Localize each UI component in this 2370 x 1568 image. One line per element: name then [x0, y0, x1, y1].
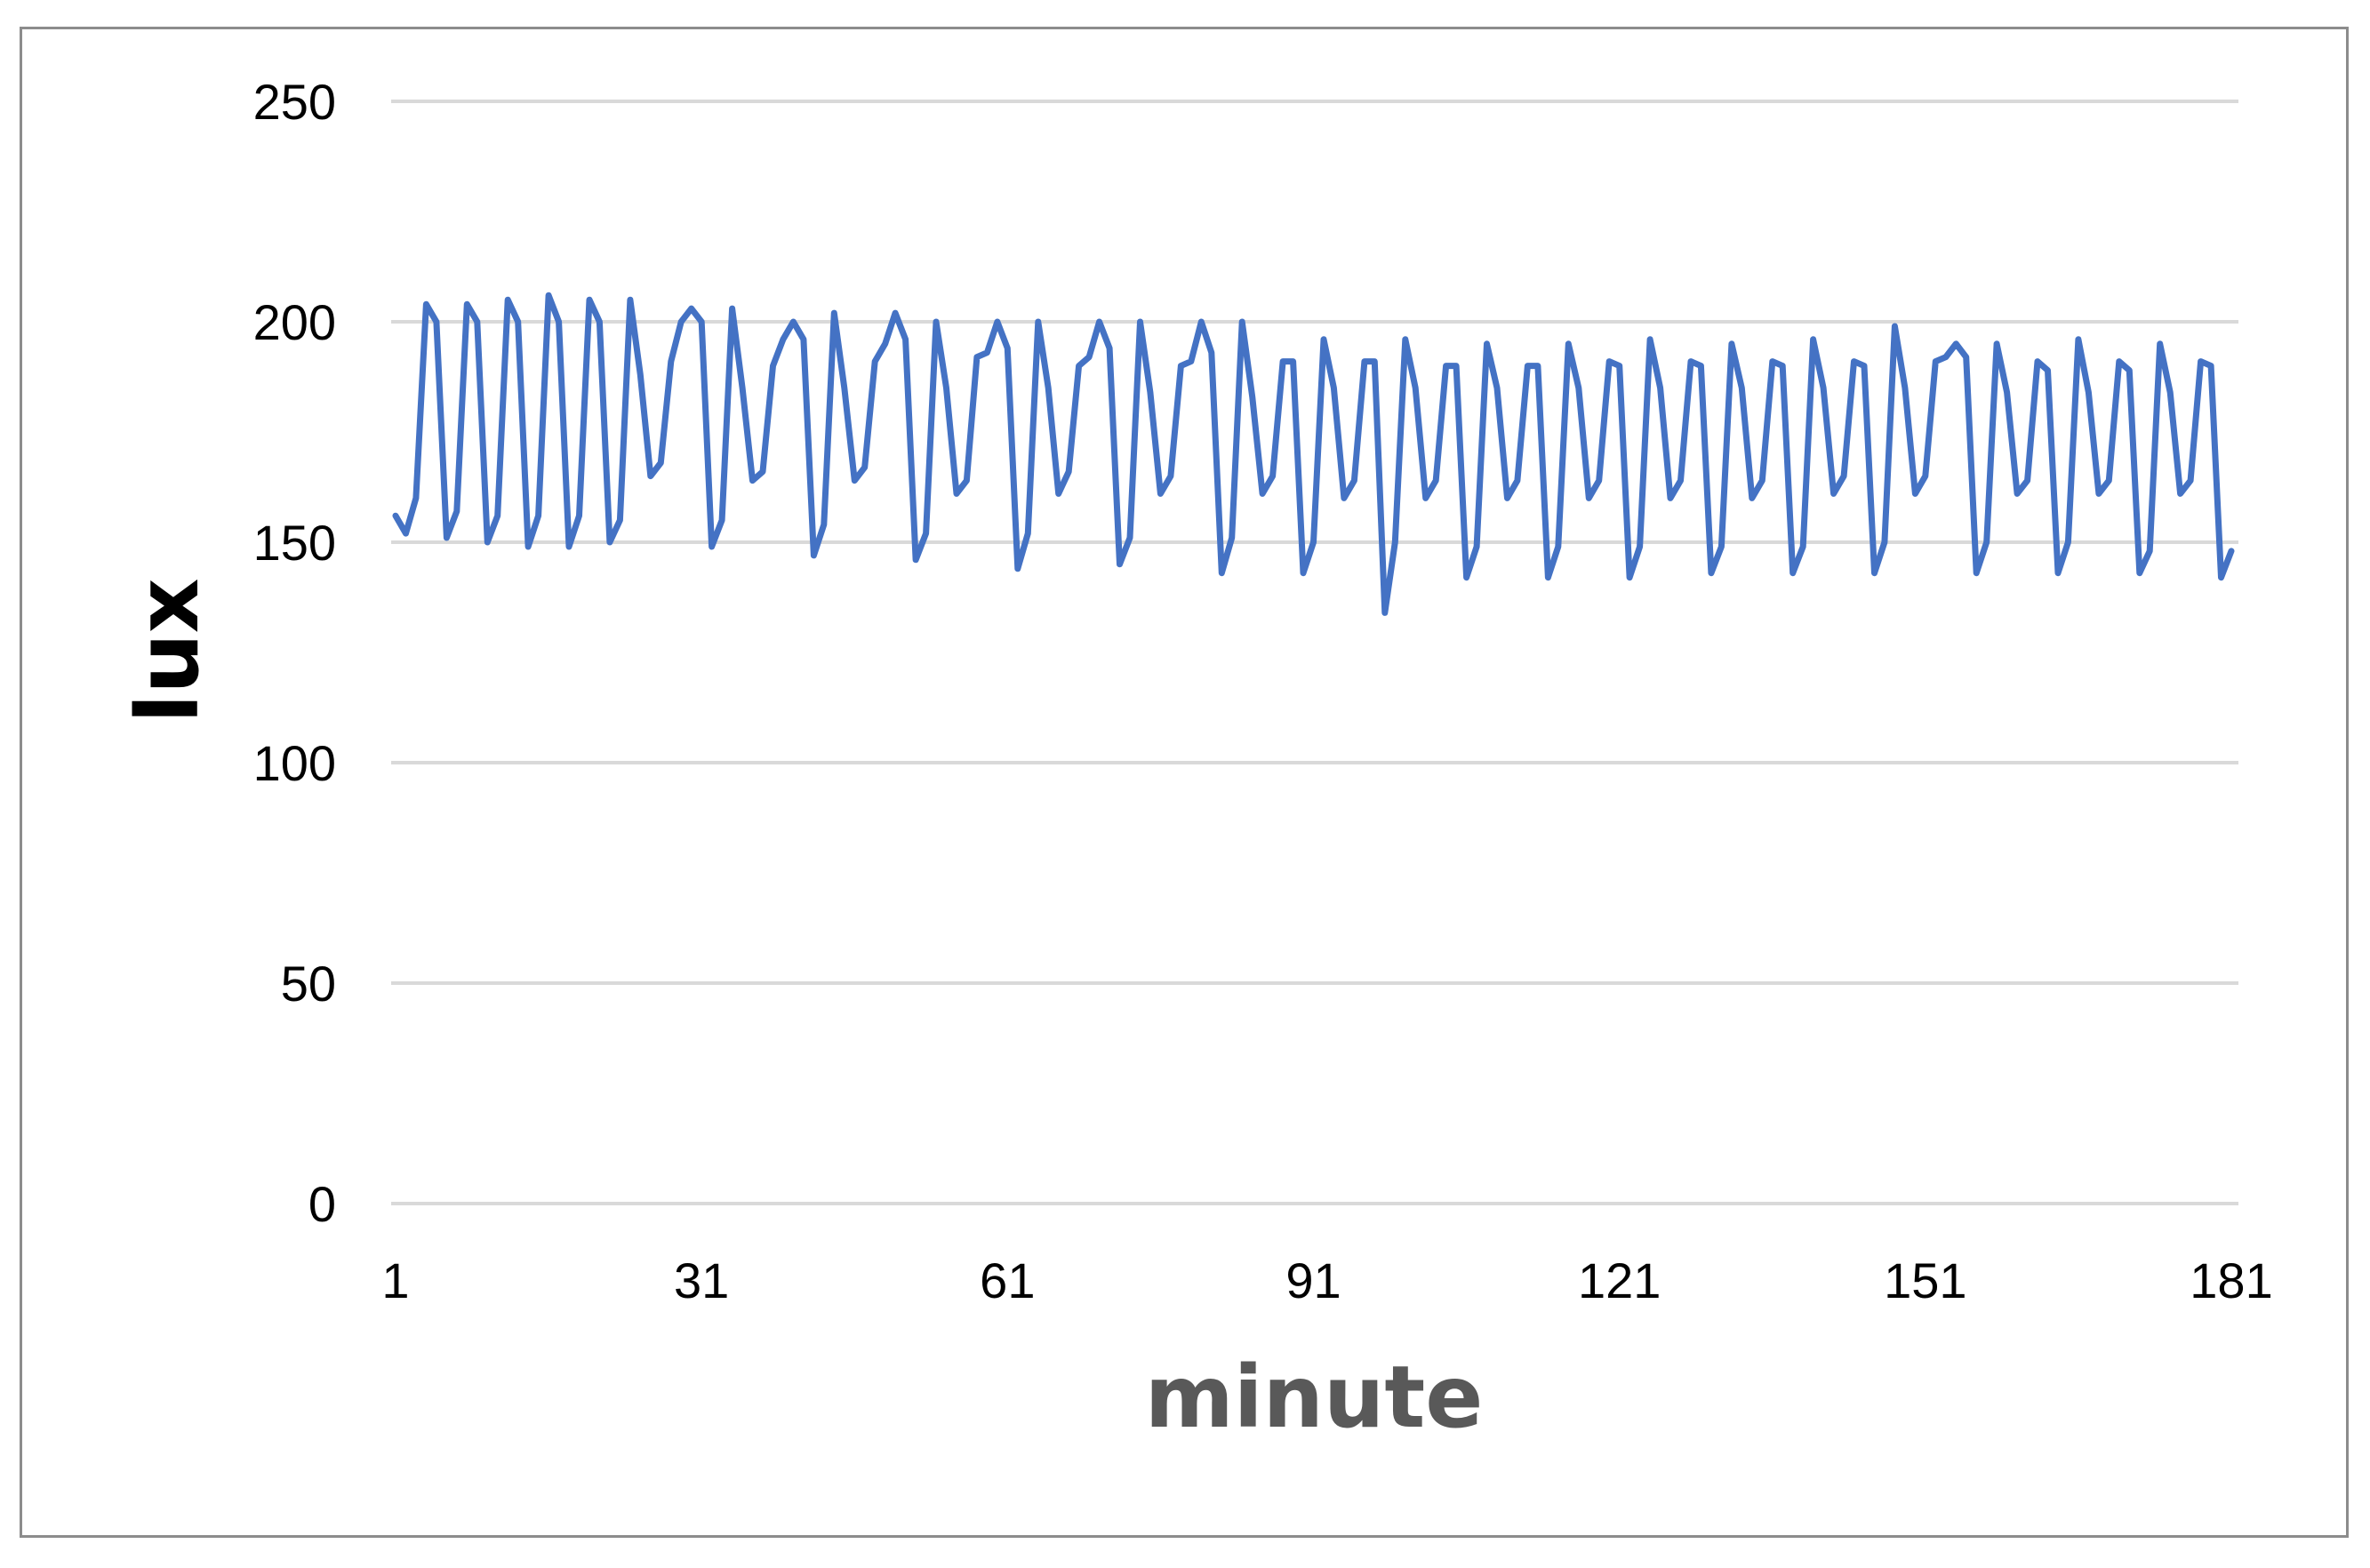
- y-tick-label: 0: [308, 1176, 336, 1232]
- y-axis-title: lux: [118, 578, 218, 723]
- y-axis-ticks: 0 50 100 150 200 250: [253, 74, 336, 1232]
- chart-frame: [20, 27, 2349, 1538]
- x-tick-label: 31: [674, 1252, 729, 1308]
- y-tick-label: 150: [253, 515, 336, 571]
- x-tick-label: 61: [980, 1252, 1035, 1308]
- y-tick-label: 100: [253, 735, 336, 791]
- y-tick-label: 50: [281, 956, 336, 1012]
- x-tick-label: 151: [1884, 1252, 1966, 1308]
- y-tick-label: 250: [253, 74, 336, 130]
- x-tick-label: 1: [381, 1252, 409, 1308]
- gridlines: [391, 100, 2238, 1205]
- series-line-0: [392, 292, 2235, 616]
- y-tick-label: 200: [253, 294, 336, 350]
- x-tick-label: 91: [1285, 1252, 1341, 1308]
- series-layer: [392, 292, 2235, 616]
- x-axis-title: minute: [1145, 1348, 1484, 1447]
- x-axis-ticks: 1 31 61 91 121 151 181: [381, 1252, 2272, 1308]
- x-tick-label: 181: [2190, 1252, 2272, 1308]
- x-tick-label: 121: [1578, 1252, 1661, 1308]
